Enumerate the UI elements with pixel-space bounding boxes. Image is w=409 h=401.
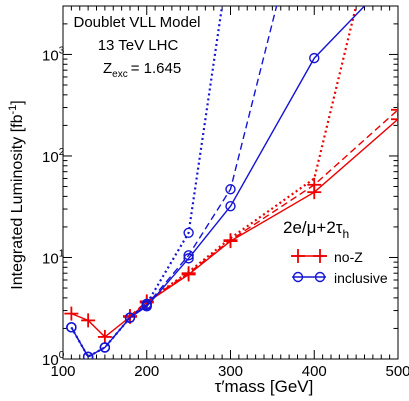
- legend-entry-inclusive: inclusive: [334, 270, 388, 286]
- significance-label: Zexc = 1.645: [103, 60, 181, 80]
- y-tick-exp: 0: [59, 350, 65, 361]
- legend-markers: [291, 249, 327, 283]
- y-tick-label: 100: [42, 350, 65, 369]
- series-layer: [64, 6, 398, 359]
- series-line: [70, 6, 278, 358]
- y-axis-label-sup: -1: [7, 105, 19, 115]
- y-axis-label: Integrated Luminosity [fb-1]: [7, 100, 26, 289]
- series-red-solid: [64, 112, 398, 344]
- y-tick-label: 103: [42, 45, 65, 64]
- circle-marker: [309, 52, 320, 64]
- y-tick-base: 10: [42, 47, 59, 64]
- x-tick-label: 100: [50, 363, 75, 380]
- circle-marker: [183, 250, 194, 261]
- circle-marker: [225, 200, 236, 212]
- series-line: [129, 109, 398, 317]
- legend-title-sub: h: [343, 227, 350, 241]
- legend-title-main: 2e/μ+2τ: [283, 218, 343, 237]
- series-line: [70, 6, 224, 359]
- x-axis-label: τ′mass [GeV]: [215, 377, 314, 396]
- series-line: [146, 6, 358, 303]
- circle-marker: [141, 298, 152, 309]
- y-tick-exp: 2: [59, 147, 65, 158]
- circle-marker: [183, 227, 194, 239]
- plot-frame: [62, 5, 399, 360]
- circle-marker: [99, 342, 111, 353]
- x-tick-label: 300: [218, 363, 243, 380]
- y-tick-exp: 3: [59, 45, 65, 56]
- x-tick-label: 200: [134, 363, 159, 380]
- series-line: [70, 6, 366, 358]
- circle-marker: [225, 184, 236, 195]
- x-tick-label: 400: [302, 363, 327, 380]
- legend-entry-no-z: no-Z: [334, 249, 363, 265]
- chart-subtitle: 13 TeV LHC: [98, 37, 179, 54]
- series-blue-dotted: [66, 6, 224, 359]
- chart-title: Doublet VLL Model: [73, 14, 200, 31]
- circle-marker: [314, 271, 326, 283]
- y-tick-base: 10: [42, 149, 59, 166]
- circle-marker: [66, 322, 77, 333]
- series-red-dotted: [146, 6, 358, 303]
- circle-marker: [82, 351, 94, 359]
- y-tick-label: 101: [42, 248, 65, 267]
- y-tick-base: 10: [42, 250, 59, 267]
- circle-marker: [183, 253, 194, 264]
- significance-symbol: Z: [103, 60, 112, 77]
- circle-marker: [124, 312, 136, 323]
- y-tick-base: 10: [42, 352, 59, 369]
- significance-sub: exc: [112, 69, 128, 80]
- y-axis-label-close: ]: [9, 100, 26, 104]
- circle-marker: [292, 271, 304, 283]
- y-tick-label: 102: [42, 147, 65, 166]
- x-tick-label: 500: [385, 363, 409, 380]
- significance-value: = 1.645: [131, 60, 181, 77]
- y-axis-label-main: Integrated Luminosity [fb: [9, 114, 26, 289]
- y-tick-exp: 1: [59, 248, 65, 259]
- legend-title: 2e/μ+2τh: [283, 218, 349, 241]
